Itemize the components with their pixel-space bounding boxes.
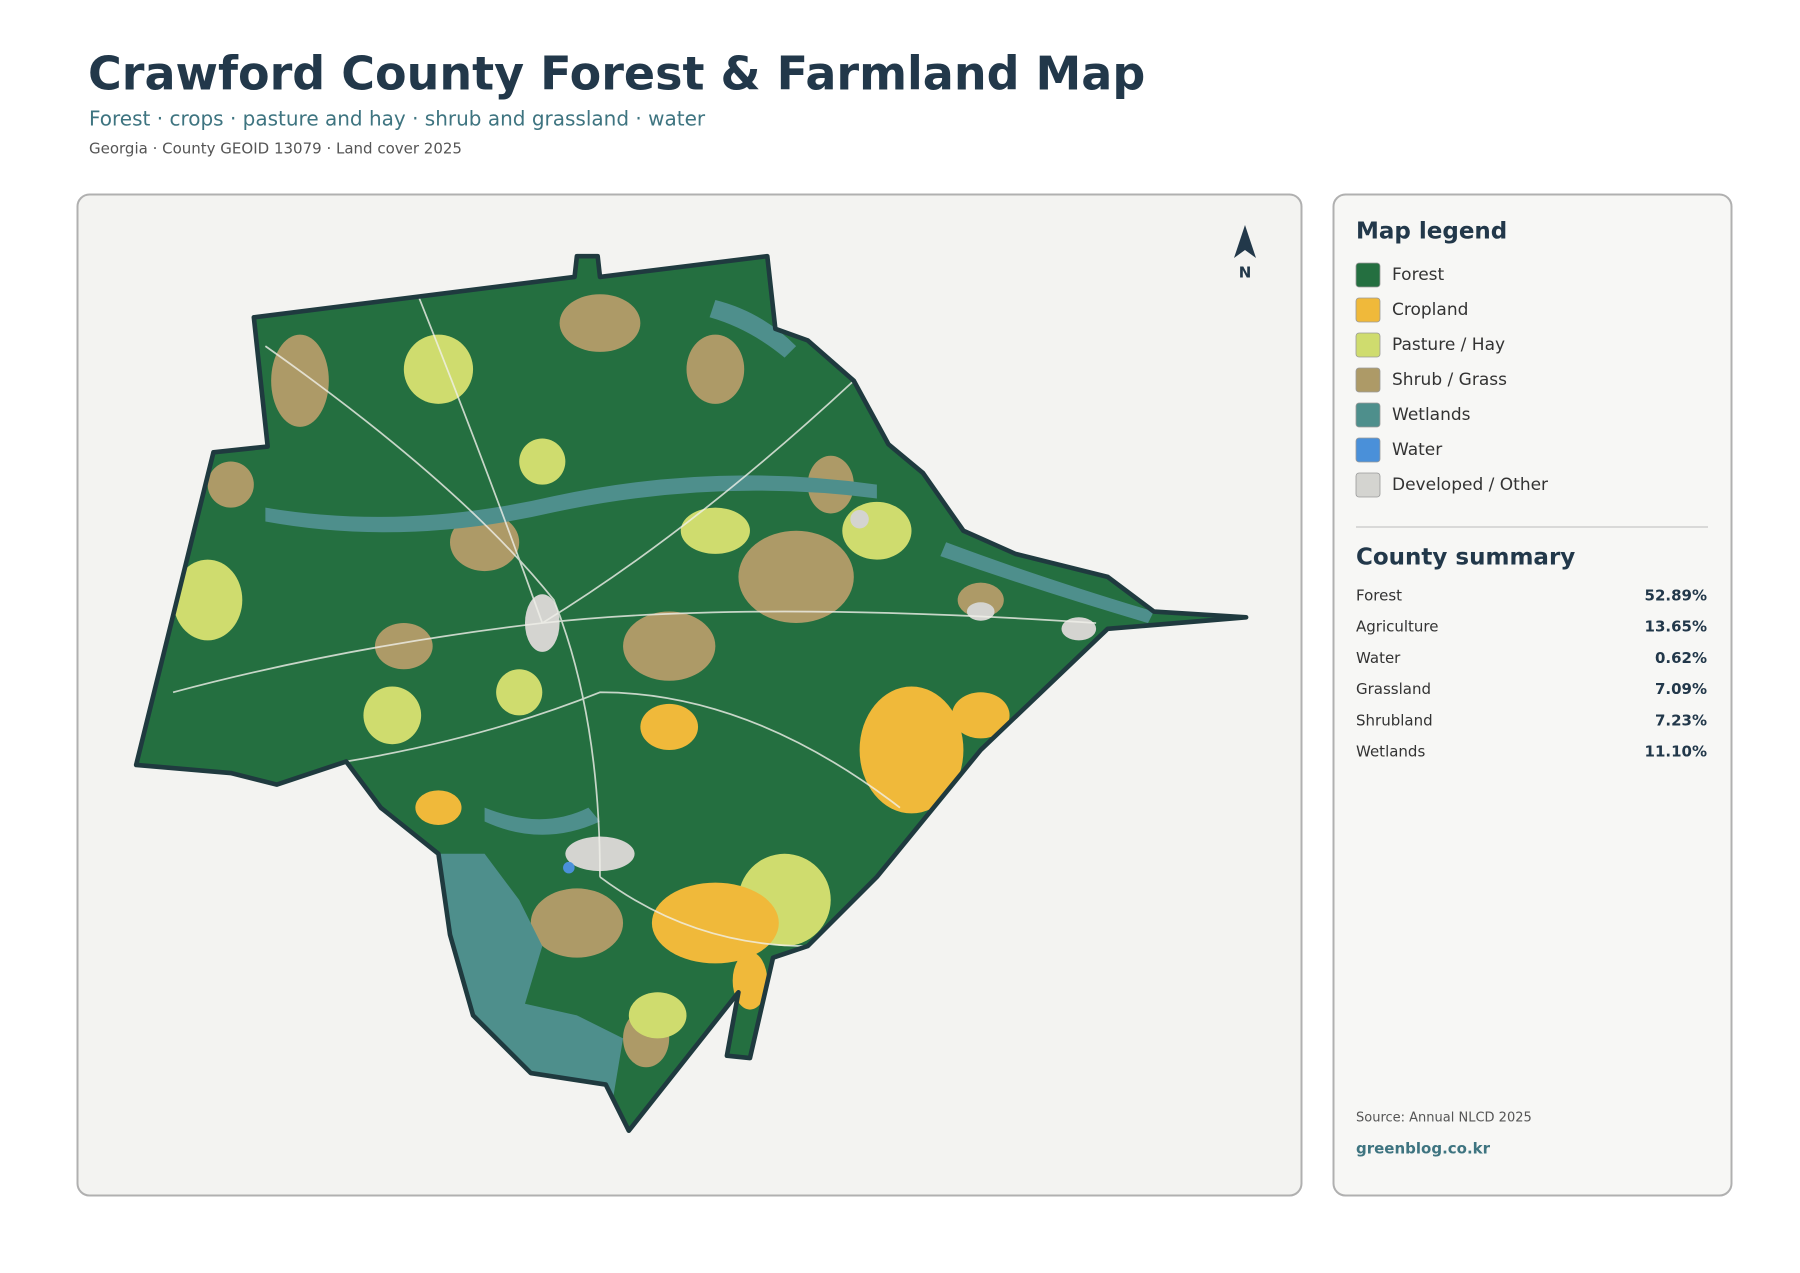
legend-label: Wetlands [1392, 405, 1471, 425]
summary-value: 52.89% [1645, 587, 1707, 605]
north-arrow [1234, 225, 1256, 258]
legend-label: Water [1392, 440, 1442, 460]
summary-title: County summary [1356, 545, 1575, 571]
legend-swatch [1355, 297, 1381, 323]
source: Source: Annual NLCD 2025 [1356, 1111, 1532, 1126]
county-outline [133, 253, 1249, 1134]
summary-label: Water [1356, 649, 1401, 667]
land-patches [172, 288, 1154, 1108]
summary-label: Agriculture [1356, 618, 1439, 636]
legend-title: Map legend [1356, 219, 1507, 245]
summary-value: 11.10% [1645, 743, 1707, 761]
summary-rows: Forest 52.89% Agriculture 13.65% Water 0.62% G… [1356, 587, 1707, 761]
summary-label: Forest [1356, 587, 1402, 605]
summary-value: 7.23% [1655, 711, 1707, 729]
summary-label: Wetlands [1356, 743, 1425, 761]
legend-items: Forest Cropland Pasture / Hay Shrub / Grass… [1355, 262, 1548, 498]
subtitle: Forest · crops · pasture and hay · shrub… [89, 107, 706, 131]
legend-label: Pasture / Hay [1392, 335, 1505, 355]
legend-label: Forest [1392, 265, 1445, 285]
legend-swatch [1355, 472, 1381, 498]
legend-swatch [1355, 262, 1381, 288]
summary-value: 7.09% [1655, 680, 1707, 698]
north-label: N [1239, 264, 1252, 282]
meta: Georgia · County GEOID 13079 · Land cove… [89, 140, 462, 158]
summary-value: 13.65% [1645, 618, 1707, 636]
site: greenblog.co.kr [1356, 1140, 1491, 1158]
legend-swatch [1355, 332, 1381, 358]
legend-panel [1332, 193, 1733, 1197]
title: Crawford County Forest & Farmland Map [88, 47, 1145, 101]
summary-label: Grassland [1356, 680, 1431, 698]
summary-value: 0.62% [1655, 649, 1707, 667]
legend-label: Cropland [1392, 300, 1468, 320]
legend-swatch [1355, 402, 1381, 428]
legend-swatch [1355, 437, 1381, 463]
legend-swatch [1355, 367, 1381, 393]
legend-label: Developed / Other [1392, 475, 1548, 495]
summary-label: Shrubland [1356, 711, 1433, 729]
legend-label: Shrub / Grass [1392, 370, 1507, 390]
